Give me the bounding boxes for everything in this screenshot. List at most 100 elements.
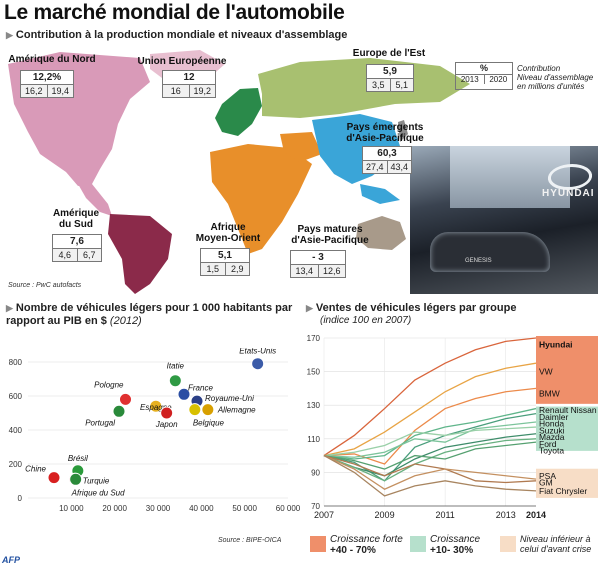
- region-name: Amérique du Sud: [52, 208, 100, 230]
- legend-inferieur: Niveau inférieur à celui d'avant crise: [520, 534, 592, 554]
- legend-year-1: 2013: [460, 75, 479, 84]
- y-tick-label: 90: [311, 468, 320, 477]
- map-heading-text: Contribution à la production mondiale et…: [15, 29, 348, 41]
- region-name: Union Européenne: [137, 56, 227, 67]
- y-tick-label: 800: [9, 358, 23, 367]
- region-stat: 7,6 4,6 6,7: [52, 234, 102, 262]
- region-share: 12,2%: [21, 71, 73, 85]
- region-stat: 12,2% 16,2 19,4: [20, 70, 74, 98]
- legend-line-1: Contribution: [517, 64, 561, 73]
- legend-label: Croissance forte: [330, 534, 403, 545]
- eu-shape: [215, 88, 262, 136]
- region-2020: 2,9: [224, 263, 250, 275]
- region-2013: 1,5: [206, 264, 219, 274]
- series-label: Mazda: [539, 432, 565, 442]
- series-label: GM: [539, 477, 553, 487]
- x-tick-label: 2007: [314, 510, 334, 520]
- region-2020: 5,1: [389, 79, 414, 91]
- region-name: Pays matures d'Asie-Pacifique: [291, 224, 369, 246]
- series-label: VW: [539, 367, 553, 377]
- point-label: Allemagne: [217, 406, 256, 415]
- triangle-bullet-icon: ▶: [6, 303, 13, 313]
- region-2020: 6,7: [76, 249, 102, 261]
- x-tick-label: 10 000: [59, 504, 84, 513]
- point-label: Espagne: [140, 403, 172, 412]
- point-label: Turquie: [83, 476, 110, 485]
- legend-value: +10- 30%: [430, 545, 474, 556]
- model-label: GENESIS: [465, 258, 492, 264]
- x-tick-label: 60 000: [276, 504, 300, 513]
- region-name: Afrique Moyen-Orient: [195, 222, 261, 244]
- map-legend: % 2013 2020 Contribution Niveau d'assemb…: [455, 62, 593, 91]
- legend-line-3: en millions d'unités: [517, 82, 585, 91]
- region-2020: 12,6: [317, 265, 346, 277]
- x-tick-label: 2014: [526, 510, 546, 520]
- point-label: Portugal: [85, 418, 115, 427]
- region-share: 60,3: [363, 147, 411, 161]
- region-stat: 5,1 1,5 2,9: [200, 248, 250, 276]
- region-2013: 3,5: [371, 80, 385, 90]
- region-stat: - 3 13,4 12,6: [290, 250, 346, 278]
- hyundai-photo: HYUNDAI GENESIS: [410, 146, 598, 294]
- point-label: Chine: [25, 465, 46, 474]
- series-line: [323, 362, 537, 457]
- point-label: France: [188, 383, 213, 392]
- triangle-bullet-icon: ▶: [306, 303, 313, 313]
- point-label: Japon: [155, 420, 178, 429]
- scatter-point: [112, 404, 126, 418]
- scatter-point: [251, 357, 265, 371]
- region-name: Pays émergents d'Asie-Pacifique: [346, 122, 424, 144]
- y-tick-label: 110: [307, 435, 320, 444]
- triangle-bullet-icon: ▶: [6, 30, 13, 40]
- scatter-point: [201, 403, 215, 417]
- africa-shape: [210, 144, 312, 254]
- region-2013: 16,2: [24, 86, 43, 96]
- east-europe-shape: [258, 58, 470, 118]
- series-label: Daimler: [539, 412, 568, 422]
- region-2013: 27,4: [365, 162, 384, 172]
- x-tick-label: 50 000: [232, 504, 257, 513]
- scatter-chart: 0 200 400 600 800 10 000 20 000 30 000 40 000 50 …: [9, 348, 300, 513]
- series-line: [323, 426, 537, 457]
- legend-value: +40 - 70%: [330, 545, 376, 556]
- y-tick-label: 200: [9, 460, 23, 469]
- map-source: Source : PwC autofacts: [8, 282, 82, 289]
- series-line: [323, 407, 537, 460]
- series-line: [323, 433, 537, 477]
- group-band-faible: [536, 468, 598, 498]
- series-line: [323, 455, 537, 490]
- line-subtitle: (indice 100 en 2007): [320, 315, 412, 326]
- point-label: États-Unis: [239, 348, 276, 356]
- car-body: [430, 232, 550, 272]
- scatter-point: [149, 399, 163, 413]
- series-label: Toyota: [539, 446, 564, 456]
- series-label: Renault Nissan: [539, 405, 597, 415]
- region-stat: 12 16 19,2: [162, 70, 216, 98]
- australia-shape: [356, 216, 406, 250]
- legend-year-2: 2020: [483, 75, 513, 84]
- series-line: [323, 454, 537, 484]
- scatter-point: [119, 392, 132, 406]
- region-2020: 19,2: [188, 85, 216, 97]
- legend-swatch-forte: [310, 536, 326, 552]
- x-tick-label: 40 000: [189, 504, 214, 513]
- y-tick-label: 150: [307, 368, 321, 377]
- series-line: [323, 421, 537, 458]
- point-label: Royaume-Uni: [205, 394, 254, 403]
- booth-panel: [450, 146, 570, 208]
- scatter-point: [160, 406, 174, 420]
- x-tick-label: 30 000: [146, 504, 171, 513]
- legend-forte: Croissance forte +40 - 70%: [330, 534, 420, 556]
- scatter-point: [168, 374, 182, 388]
- region-name: Amérique du Nord: [8, 54, 96, 65]
- y-tick-label: 0: [18, 494, 23, 503]
- series-line: [323, 441, 537, 470]
- region-2013: 13,4: [295, 266, 314, 276]
- series-label: Suzuki: [539, 425, 565, 435]
- series-label: Hyundai: [539, 340, 573, 350]
- y-tick-label: 400: [9, 426, 23, 435]
- region-name: Europe de l'Est: [352, 48, 426, 59]
- series-line: [323, 387, 537, 465]
- legend-line-2: Niveau d'assemblage: [517, 73, 594, 82]
- japan-shape: [398, 120, 408, 142]
